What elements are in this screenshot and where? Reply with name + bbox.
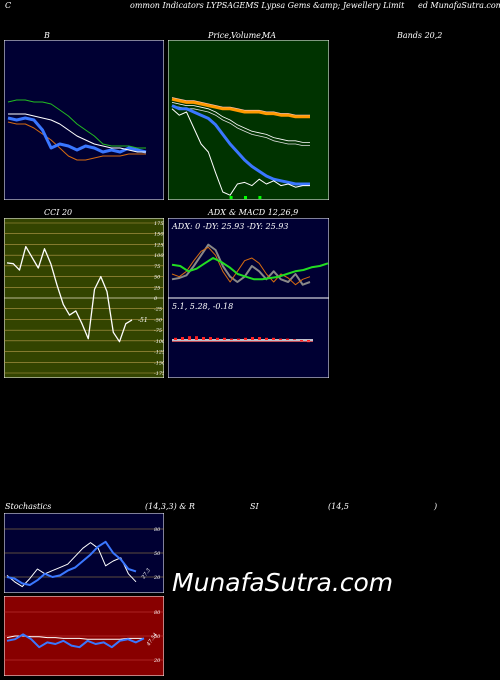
price-ma-mid-line [171, 102, 310, 143]
cci-tick-label: -75 [154, 328, 162, 334]
macd-histogram-bar [223, 337, 226, 340]
macd-histogram-bar [244, 337, 247, 340]
macd-histogram-bar [195, 336, 198, 340]
price-panel [168, 40, 329, 200]
cci-tick-label: 125 [154, 242, 164, 248]
cci-tick-label: -125 [154, 350, 164, 356]
header-title: ommon Indicators LYPSAGEMS Lypsa Gems &a… [130, 1, 405, 10]
stoch-last-value: 27.3 [140, 568, 152, 581]
cci-tick-label: 25 [153, 285, 160, 291]
macd-histogram-bar [216, 337, 219, 340]
cci-tick-label: -50 [154, 317, 163, 323]
price-ma-long-line [171, 97, 310, 119]
cci-tick-label: 50 [154, 275, 161, 281]
header-site: ed MunafaSutra.com [418, 1, 500, 10]
bollinger-upper-line [7, 99, 146, 149]
price-ma-thin-line [171, 105, 310, 146]
cci-tick-label: 75 [154, 264, 160, 270]
price-close-line [171, 108, 310, 196]
volume-bar [229, 196, 233, 199]
macd-bg [168, 298, 329, 378]
stoch-title-si: SI [250, 502, 259, 511]
cci-tick-label: 150 [154, 232, 164, 238]
macd-histogram-bar [230, 338, 233, 340]
stoch-title-left: Stochastics [5, 502, 52, 511]
cci-tick-label: 175 [154, 221, 164, 227]
cci-tick-label: 100 [154, 253, 164, 259]
volume-bar [244, 196, 247, 199]
cci-title: CCI 20 [44, 208, 73, 217]
bollinger-price-line [8, 113, 146, 153]
price-ma-chart [168, 40, 329, 200]
price-ma-pink-line [171, 97, 310, 116]
cci-tick-label: -175 [154, 371, 164, 377]
header-letter: C [5, 1, 12, 10]
rsi-tick-label: 50 [154, 634, 161, 640]
macd-histogram-bar [265, 337, 268, 340]
macd-panel: 5.1, 5.28, -0.18 [168, 298, 329, 378]
stoch-tick-label: 20 [153, 575, 161, 581]
macd-histogram-bar [188, 336, 191, 340]
stoch-tick-label: 80 [154, 527, 161, 533]
rsi-panel: 80 50 20 47.54 [4, 596, 164, 676]
macd-histogram-bar [286, 338, 289, 340]
stoch-tick-label: 50 [154, 551, 161, 557]
macd-histogram-bar [272, 337, 275, 340]
bollinger-chart [4, 40, 164, 200]
price-title-right: MA [262, 31, 276, 40]
adx-title-right: & MACD 12,26,9 [229, 208, 299, 217]
macd-histogram-bar [174, 337, 177, 340]
macd-histogram-bar [209, 337, 212, 340]
price-bg [168, 40, 329, 200]
stoch-title-paren: ) [434, 502, 438, 511]
macd-histogram-bar [300, 340, 303, 342]
macd-histogram-bar [251, 337, 254, 340]
adx-title-left: ADX [208, 208, 226, 217]
rsi-tick-label: 20 [153, 658, 161, 664]
bollinger-panel [4, 40, 164, 200]
stoch-title-14: (14,5 [328, 502, 349, 511]
price-ma-short-line [171, 104, 310, 186]
macd-chart: 5.1, 5.28, -0.18 [168, 298, 329, 378]
price-title-left: Price, [208, 31, 232, 40]
cci-tick-label: -150 [154, 360, 164, 366]
cci-tick-label: 0 [154, 296, 158, 302]
adx-main-line [171, 257, 329, 281]
adx-minus-di-line [171, 243, 311, 286]
macd-histogram-bar [181, 337, 184, 340]
stoch-d-line [6, 542, 137, 588]
cci-tick-label: -100 [154, 339, 164, 345]
bands-title: Bands 20,2 [397, 31, 443, 40]
adx-readout: ADX: 0 -DY: 25.93 -DY: 25.93 [171, 222, 288, 231]
cci-tick-label: -25 [154, 307, 162, 313]
adx-plus-di-line [171, 246, 311, 286]
macd-histogram-bar [293, 339, 296, 340]
price-title-mid: Volume, [231, 31, 264, 40]
cci-line [6, 245, 133, 343]
volume-bar [258, 196, 262, 199]
rsi-tick-label: 80 [154, 610, 161, 616]
stoch-panel: 80 50 20 27.3 [4, 513, 164, 593]
cci-last-value: -51 [138, 317, 148, 324]
bollinger-lower-line [7, 121, 146, 161]
cci-panel: 175 150 125 100 75 50 25 0 -25 -50 -75 -100 -125 -150… [4, 218, 164, 378]
rsi-smooth-line [6, 635, 144, 640]
macd-readout: 5.1, 5.28, -0.18 [172, 302, 233, 311]
adx-chart: ADX: 0 -DY: 25.93 -DY: 25.93 [168, 218, 329, 298]
macd-histogram-bar [279, 338, 282, 340]
watermark: MunafaSutra.com [172, 568, 394, 597]
macd-histogram-bar [258, 337, 261, 340]
macd-histogram-bar [237, 338, 240, 340]
bollinger-mid-line [7, 116, 147, 154]
macd-histogram-bar [202, 337, 205, 340]
rsi-line [6, 633, 145, 649]
bb-title: B [44, 31, 50, 40]
stoch-title-mid: (14,3,3) & R [145, 502, 195, 511]
stoch-k-line [6, 540, 137, 586]
cci-chart: 175 150 125 100 75 50 25 0 -25 -50 -75 -100 -125 -150… [4, 218, 164, 378]
adx-panel: ADX: 0 -DY: 25.93 -DY: 25.93 [168, 218, 329, 298]
